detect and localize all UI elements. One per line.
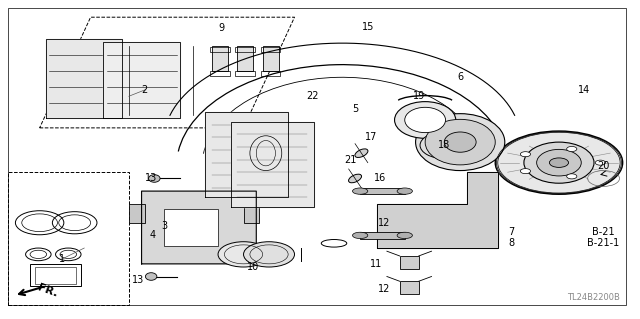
Text: 14: 14 — [579, 85, 591, 95]
Text: 11: 11 — [370, 259, 382, 269]
Circle shape — [495, 131, 623, 194]
Polygon shape — [231, 122, 314, 207]
Ellipse shape — [397, 232, 412, 239]
Ellipse shape — [353, 232, 368, 239]
Ellipse shape — [404, 107, 445, 133]
Text: 21: 21 — [344, 154, 356, 165]
Text: 13: 13 — [145, 174, 157, 183]
Text: 3: 3 — [161, 221, 167, 231]
Ellipse shape — [444, 132, 476, 152]
Text: 7: 7 — [508, 227, 515, 237]
Text: 16: 16 — [374, 174, 387, 183]
Ellipse shape — [353, 188, 368, 194]
Bar — [35, 267, 76, 285]
Text: 22: 22 — [306, 91, 319, 101]
Text: 6: 6 — [457, 72, 463, 82]
Circle shape — [218, 242, 269, 267]
Polygon shape — [205, 112, 288, 197]
Text: 1: 1 — [59, 254, 65, 264]
Bar — [244, 204, 259, 223]
Ellipse shape — [415, 114, 505, 171]
Bar — [360, 188, 404, 194]
Ellipse shape — [394, 102, 456, 138]
Text: 12: 12 — [378, 284, 390, 294]
Text: 19: 19 — [413, 91, 425, 101]
Text: FR.: FR. — [36, 283, 59, 299]
Bar — [30, 264, 81, 286]
Text: 5: 5 — [352, 104, 358, 114]
Bar — [210, 47, 230, 52]
Polygon shape — [378, 172, 499, 248]
Polygon shape — [46, 39, 122, 118]
Bar — [237, 46, 253, 71]
Text: 17: 17 — [365, 132, 377, 142]
Bar — [262, 46, 278, 71]
Bar — [8, 172, 129, 305]
Text: 4: 4 — [149, 230, 156, 241]
Circle shape — [520, 152, 531, 157]
Ellipse shape — [397, 188, 412, 194]
Circle shape — [595, 160, 605, 165]
Text: 10: 10 — [247, 262, 259, 272]
Ellipse shape — [355, 149, 368, 158]
Text: 18: 18 — [438, 140, 451, 150]
Text: 13: 13 — [132, 275, 145, 285]
Bar — [236, 71, 255, 76]
Polygon shape — [103, 42, 180, 118]
Bar — [399, 256, 419, 269]
Text: 12: 12 — [378, 218, 390, 228]
Bar — [129, 204, 145, 223]
Text: B-21-1: B-21-1 — [588, 238, 620, 248]
Ellipse shape — [537, 149, 581, 176]
Text: 8: 8 — [508, 238, 514, 248]
Bar — [236, 47, 255, 52]
Text: 15: 15 — [362, 22, 374, 32]
Circle shape — [566, 174, 577, 179]
Bar — [260, 47, 280, 52]
Text: B-21: B-21 — [592, 227, 615, 237]
Text: 2: 2 — [141, 85, 148, 95]
Bar — [164, 209, 218, 247]
Bar — [210, 71, 230, 76]
Circle shape — [244, 242, 294, 267]
Ellipse shape — [349, 174, 362, 183]
Ellipse shape — [145, 273, 157, 280]
Bar — [260, 71, 280, 76]
Ellipse shape — [425, 119, 495, 165]
Text: TL24B2200B: TL24B2200B — [566, 293, 620, 302]
Ellipse shape — [148, 175, 160, 182]
Text: 9: 9 — [218, 23, 224, 33]
Bar — [360, 232, 404, 239]
Text: 20: 20 — [597, 161, 610, 171]
Bar — [212, 46, 228, 71]
Circle shape — [566, 146, 577, 152]
Ellipse shape — [420, 132, 468, 159]
Ellipse shape — [524, 142, 594, 183]
Circle shape — [520, 168, 531, 174]
Bar — [399, 281, 419, 294]
Circle shape — [549, 158, 568, 167]
Polygon shape — [141, 191, 256, 264]
